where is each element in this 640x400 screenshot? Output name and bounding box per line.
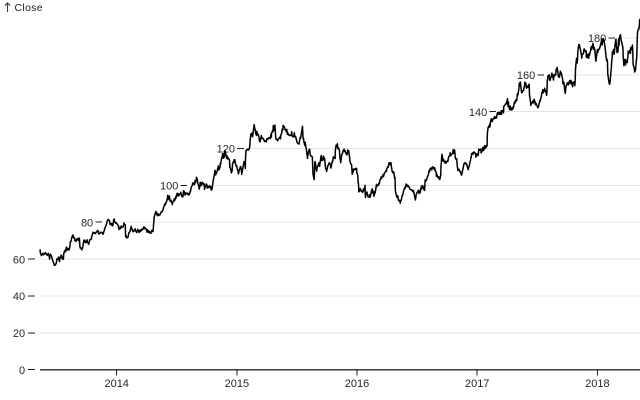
svg-text:0: 0 xyxy=(19,365,25,377)
svg-text:60: 60 xyxy=(13,254,25,266)
svg-text:2015: 2015 xyxy=(225,378,249,390)
svg-text:2018: 2018 xyxy=(585,378,609,390)
svg-text:2017: 2017 xyxy=(465,378,489,390)
svg-text:20: 20 xyxy=(13,328,25,340)
svg-text:160: 160 xyxy=(517,70,535,82)
svg-text:40: 40 xyxy=(13,291,25,303)
svg-text:Close: Close xyxy=(15,2,43,14)
svg-text:100: 100 xyxy=(160,181,178,193)
svg-text:140: 140 xyxy=(469,107,487,119)
svg-text:2016: 2016 xyxy=(345,378,369,390)
svg-text:80: 80 xyxy=(81,217,93,229)
svg-text:2014: 2014 xyxy=(104,378,128,390)
svg-text:120: 120 xyxy=(217,144,235,156)
